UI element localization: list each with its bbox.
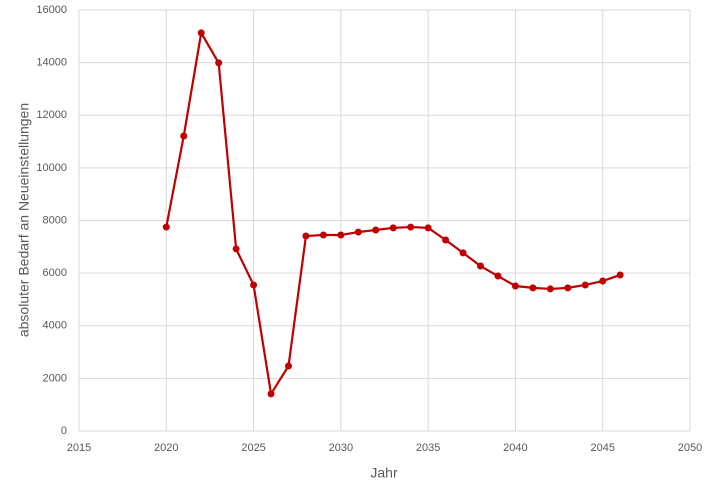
point bbox=[389, 224, 397, 232]
y-tick-label: 4000 bbox=[43, 320, 67, 332]
point bbox=[459, 249, 467, 257]
x-tick-label: 2030 bbox=[329, 442, 353, 454]
point bbox=[162, 223, 170, 231]
point bbox=[354, 228, 362, 236]
y-tick-label: 6000 bbox=[43, 267, 67, 279]
point bbox=[250, 281, 258, 289]
point bbox=[442, 236, 450, 244]
point bbox=[302, 232, 310, 240]
x-tick-label: 2040 bbox=[503, 442, 527, 454]
x-tick-label: 2015 bbox=[67, 442, 91, 454]
x-axis-title: Jahr bbox=[370, 465, 398, 481]
line bbox=[165, 29, 621, 397]
point bbox=[477, 262, 485, 270]
point bbox=[599, 277, 607, 285]
x-tick-label: 2020 bbox=[154, 442, 178, 454]
x-tick-label: 2035 bbox=[416, 442, 440, 454]
y-tick-label: 16000 bbox=[36, 4, 67, 16]
point bbox=[494, 272, 502, 280]
point bbox=[284, 362, 292, 370]
point bbox=[197, 29, 205, 37]
point bbox=[424, 224, 432, 232]
point bbox=[319, 231, 327, 239]
y-tick-label: 8000 bbox=[43, 214, 67, 226]
y-tick-label: 12000 bbox=[36, 109, 67, 121]
point bbox=[372, 226, 380, 234]
point bbox=[616, 271, 624, 279]
point bbox=[511, 282, 519, 290]
y-tick-label: 14000 bbox=[36, 57, 67, 69]
y-axis-title: absoluter Bedarf an Neueinstellungen bbox=[16, 103, 32, 337]
x-tick-label: 2045 bbox=[590, 442, 614, 454]
point bbox=[232, 245, 240, 253]
point bbox=[267, 390, 275, 398]
point bbox=[546, 285, 554, 293]
x-tick-label: 2025 bbox=[241, 442, 265, 454]
point bbox=[215, 59, 223, 67]
y-tick-label: 2000 bbox=[43, 372, 67, 384]
x-tick-label: 2050 bbox=[678, 442, 702, 454]
point bbox=[337, 231, 345, 239]
y-tick-label: 10000 bbox=[36, 162, 67, 174]
y-tick-label: 0 bbox=[61, 425, 67, 437]
point bbox=[581, 281, 589, 289]
point bbox=[564, 284, 572, 292]
point bbox=[180, 132, 188, 140]
point bbox=[407, 223, 415, 231]
point bbox=[529, 284, 537, 292]
